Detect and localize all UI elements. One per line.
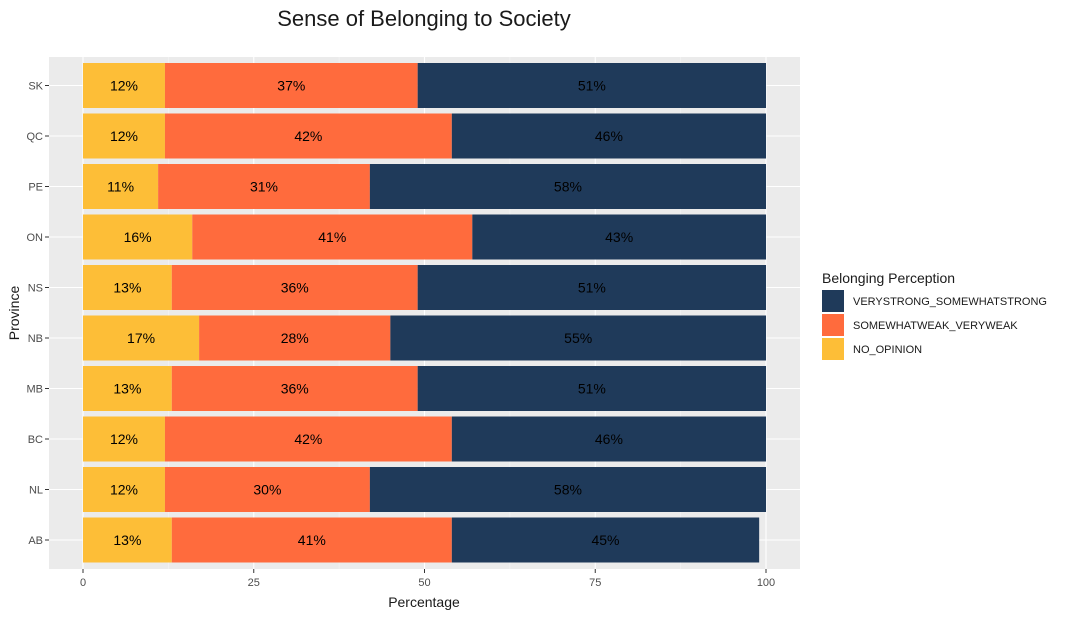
bar-segment xyxy=(390,315,766,361)
data-label: 12% xyxy=(110,128,138,144)
x-tick-label: 100 xyxy=(757,577,775,589)
y-tick-label: MB xyxy=(27,384,44,396)
x-axis: 0 25 50 75 100 xyxy=(80,569,775,589)
data-label: 13% xyxy=(113,280,141,296)
bar-segment xyxy=(164,63,418,108)
bar-segment xyxy=(83,214,193,260)
y-tick-label: AB xyxy=(28,535,43,547)
bar-segment xyxy=(472,214,766,260)
data-label: 12% xyxy=(110,482,138,498)
data-label: 12% xyxy=(110,431,138,447)
y-tick-label: NL xyxy=(29,485,43,497)
x-tick-label: 0 xyxy=(80,577,86,589)
bar-segment xyxy=(417,265,766,310)
data-label: 16% xyxy=(124,229,152,245)
bar-segment xyxy=(83,265,172,310)
y-tick-label: ON xyxy=(27,232,44,244)
data-label: 51% xyxy=(578,78,606,94)
legend-label: VERYSTRONG_SOMEWHATSTRONG xyxy=(853,296,1047,308)
data-label: 12% xyxy=(110,78,138,94)
bar-segment xyxy=(369,164,766,209)
legend-swatch xyxy=(822,314,844,336)
x-tick-label: 75 xyxy=(589,577,601,589)
data-label: 41% xyxy=(318,229,346,245)
bars xyxy=(83,63,766,563)
x-tick-label: 25 xyxy=(248,577,260,589)
bar-segment xyxy=(164,416,452,462)
data-label: 43% xyxy=(605,229,633,245)
y-tick-label: BC xyxy=(28,434,43,446)
bar-segment xyxy=(451,416,766,462)
data-label: 51% xyxy=(578,381,606,397)
bar-segment xyxy=(199,315,391,361)
bar-segment xyxy=(171,517,452,563)
bar-segment xyxy=(83,113,165,159)
bar-segment xyxy=(83,63,165,108)
data-label: 30% xyxy=(253,482,281,498)
data-label: 58% xyxy=(554,482,582,498)
y-tick-label: QC xyxy=(27,131,44,143)
data-label: 13% xyxy=(113,532,141,548)
bar-segment xyxy=(83,517,172,563)
data-label: 17% xyxy=(127,330,155,346)
data-label: 37% xyxy=(277,78,305,94)
y-tick-label: SK xyxy=(28,81,43,93)
data-label: 41% xyxy=(298,532,326,548)
legend-label: NO_OPINION xyxy=(853,344,922,356)
y-axis-title: Province xyxy=(6,286,22,341)
data-label: 31% xyxy=(250,179,278,195)
bar-segment xyxy=(83,416,165,462)
data-label: 28% xyxy=(281,330,309,346)
bar-segment xyxy=(164,113,452,159)
y-axis: SK QC PE ON NS NB MB BC NL AB xyxy=(27,81,49,547)
data-label: 51% xyxy=(578,280,606,296)
chart-title: Sense of Belonging to Society xyxy=(277,6,571,31)
y-tick-label: PE xyxy=(28,182,43,194)
x-axis-title: Percentage xyxy=(388,594,460,610)
data-label: 55% xyxy=(564,330,592,346)
legend-title: Belonging Perception xyxy=(822,270,955,286)
legend-swatch xyxy=(822,290,844,312)
x-tick-label: 50 xyxy=(418,577,430,589)
bar-segment xyxy=(158,164,370,209)
bar-segment xyxy=(192,214,473,260)
bar-segment xyxy=(451,517,760,563)
data-label: 58% xyxy=(554,179,582,195)
data-label: 13% xyxy=(113,381,141,397)
bar-segment xyxy=(164,467,370,512)
data-label: 45% xyxy=(591,532,619,548)
bar-segment xyxy=(417,366,766,411)
data-label: 46% xyxy=(595,431,623,447)
bar-segment xyxy=(83,366,172,411)
legend-swatch xyxy=(822,338,844,360)
data-label: 36% xyxy=(281,381,309,397)
y-tick-label: NS xyxy=(28,283,43,295)
data-label: 11% xyxy=(107,179,134,195)
legend: Belonging Perception VERYSTRONG_SOMEWHAT… xyxy=(822,270,1047,360)
legend-label: SOMEWHATWEAK_VERYWEAK xyxy=(853,320,1018,332)
bar-segment xyxy=(417,63,766,108)
bar-segment xyxy=(83,467,165,512)
y-tick-label: NB xyxy=(28,333,43,345)
bar-segment xyxy=(83,315,200,361)
data-label: 42% xyxy=(294,431,322,447)
bar-segment xyxy=(83,164,159,209)
bar-labels: 12% 37% 51% 12% 42% 46% 11% 31% 58% 16% 41% 43% 13% 3… xyxy=(107,78,633,549)
data-label: 42% xyxy=(294,128,322,144)
bar-segment xyxy=(369,467,766,512)
data-label: 36% xyxy=(281,280,309,296)
data-label: 46% xyxy=(595,128,623,144)
bar-segment xyxy=(171,366,418,411)
bar-segment xyxy=(171,265,418,310)
bar-segment xyxy=(451,113,766,159)
